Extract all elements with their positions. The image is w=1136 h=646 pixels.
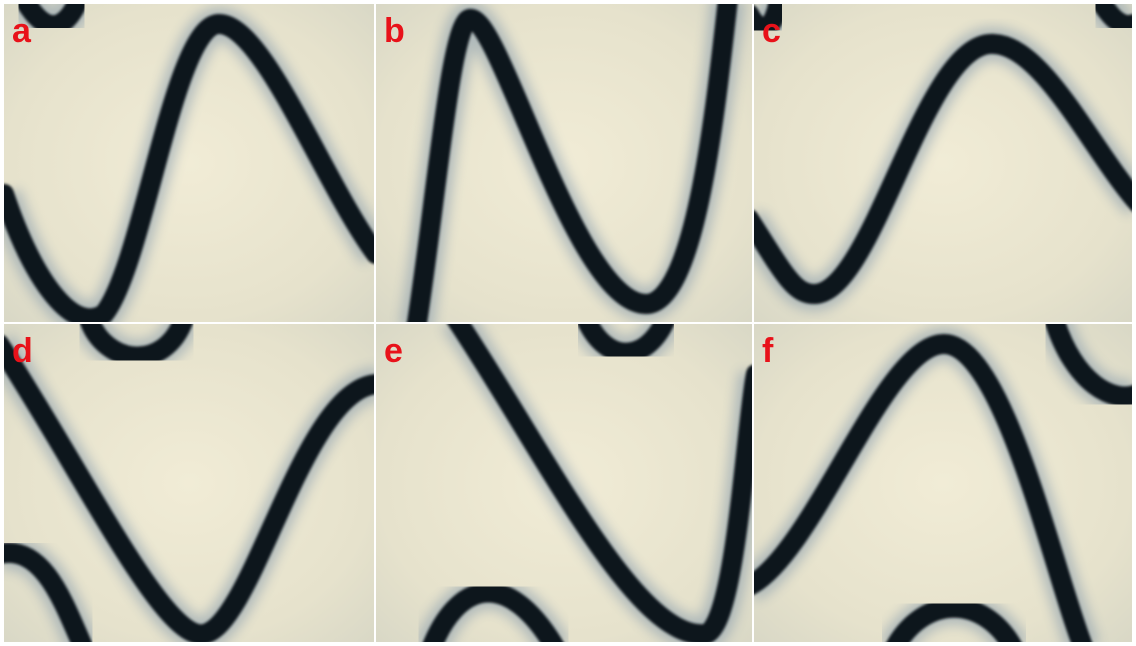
- panel-label: f: [762, 332, 774, 370]
- panel-label: c: [762, 12, 781, 50]
- strut: [1045, 324, 1132, 407]
- panel: f: [754, 324, 1132, 642]
- strut: [15, 4, 88, 36]
- panel-label: b: [384, 12, 405, 50]
- strut: [754, 4, 789, 38]
- strut: [423, 582, 564, 642]
- panel: d: [4, 324, 374, 642]
- strut: [4, 335, 374, 642]
- panel: a: [4, 4, 374, 322]
- strut: [754, 333, 1093, 642]
- panel: e: [376, 324, 752, 642]
- strut: [406, 4, 738, 322]
- panel: b: [376, 4, 752, 322]
- strut: [886, 597, 1022, 642]
- strut: [754, 34, 1132, 305]
- micrograph-background: [754, 4, 1132, 322]
- strut: [4, 13, 374, 322]
- strut: [577, 324, 675, 363]
- panel-label: a: [12, 12, 32, 50]
- strut: [80, 324, 193, 367]
- panel-label: d: [12, 332, 33, 370]
- panel-label: e: [384, 332, 403, 370]
- panel: c: [754, 4, 1132, 322]
- strut: [4, 542, 92, 642]
- strut: [1090, 4, 1132, 35]
- strut: [447, 324, 752, 642]
